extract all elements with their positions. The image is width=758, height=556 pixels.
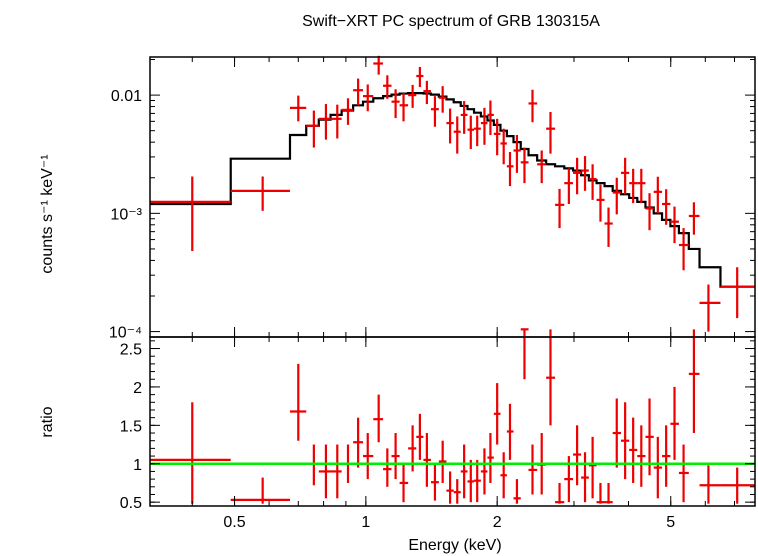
ratio-panel: 0.5 1 1.5 2 2.5 ratio — [39, 328, 756, 512]
y-tick-label: 10⁻⁴ — [109, 325, 142, 342]
ratio-frame — [149, 336, 756, 507]
x-axis-label: Energy (keV) — [408, 537, 501, 554]
spectrum-panel: 0.01 10⁻³ 10⁻⁴ counts s⁻¹ keV⁻¹ — [39, 55, 756, 342]
y-tick-label: 0.5 — [120, 495, 142, 512]
ratio-y-axis-label: ratio — [39, 406, 56, 437]
chart-title: Swift−XRT PC spectrum of GRB 130315A — [302, 13, 600, 30]
y-tick-label: 2.5 — [120, 342, 142, 359]
spectrum-y-axis-label: counts s⁻¹ keV⁻¹ — [39, 154, 56, 273]
y-tick-label: 1 — [133, 457, 142, 474]
x-tick-label: 0.5 — [223, 514, 245, 531]
y-tick-label: 2 — [133, 380, 142, 397]
y-tick-label: 10⁻³ — [110, 206, 142, 223]
x-tick-label: 1 — [361, 514, 370, 531]
model-histogram — [150, 91, 755, 288]
y-tick-label: 0.01 — [111, 88, 142, 105]
y-tick-label: 1.5 — [120, 418, 142, 435]
x-tick-label: 5 — [666, 514, 675, 531]
x-tick-label: 2 — [493, 514, 502, 531]
